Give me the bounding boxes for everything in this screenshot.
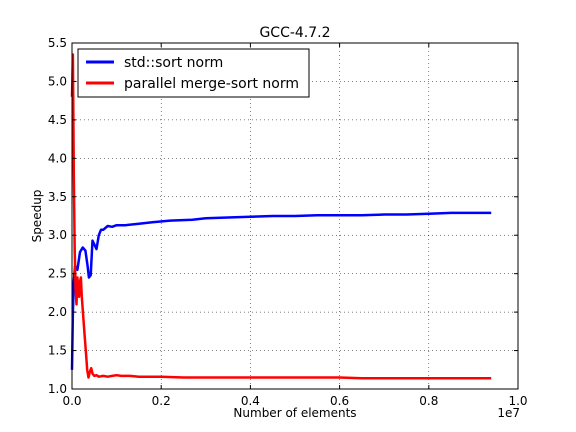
y-tick-label: 5.0 bbox=[48, 74, 67, 88]
x-tick-label: 0.0 bbox=[62, 394, 81, 408]
y-tick-label: 5.5 bbox=[48, 36, 67, 50]
y-tick-label: 3.5 bbox=[48, 190, 67, 204]
x-tick-label: 0.6 bbox=[330, 394, 349, 408]
x-tick-label: 0.2 bbox=[152, 394, 171, 408]
series-layer bbox=[70, 53, 492, 380]
legend-label-std-sort: std::sort norm bbox=[124, 55, 223, 71]
y-tick-label: 1.5 bbox=[48, 344, 67, 358]
y-tick-label: 1.0 bbox=[48, 382, 67, 396]
y-tick-label: 2.5 bbox=[48, 267, 67, 281]
chart-title: GCC-4.7.2 bbox=[259, 25, 330, 41]
x-tick-label: 1.0 bbox=[508, 394, 527, 408]
y-axis-label: Speedup bbox=[30, 190, 44, 243]
series-line-parallel-merge-sort bbox=[70, 53, 492, 380]
y-tick-label: 4.5 bbox=[48, 113, 67, 127]
plot-frame bbox=[71, 42, 519, 390]
legend-box bbox=[77, 48, 310, 98]
y-tick-label: 3.0 bbox=[48, 228, 67, 242]
y-tick-label: 4.0 bbox=[48, 151, 67, 165]
legend: std::sort norm parallel merge-sort norm bbox=[77, 48, 310, 98]
legend-label-parallel-merge-sort: parallel merge-sort norm bbox=[124, 76, 299, 92]
y-tick-label: 2.0 bbox=[48, 305, 67, 319]
x-tick-label: 0.8 bbox=[419, 394, 438, 408]
series-line-std-sort bbox=[70, 211, 492, 370]
x-tick-label: 0.4 bbox=[241, 394, 260, 408]
tick-layer: 0.0 0.2 0.4 0.6 0.8 1.0 1.0 1.5 2.0 2.5 3.0 3.5 4.0 4… bbox=[48, 36, 528, 408]
x-axis-label: Number of elements bbox=[233, 406, 356, 420]
x-axis-offset-label: 1e7 bbox=[497, 406, 520, 420]
